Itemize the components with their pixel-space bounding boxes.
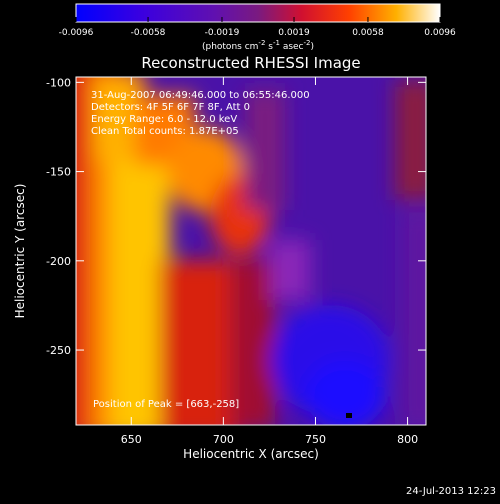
colorbar-tick-label: -0.0096: [59, 28, 94, 38]
peak-marker: [153, 362, 158, 367]
colorbar-ticks: -0.0096 -0.0058 -0.0019 0.0019 0.0058 0.0096: [59, 17, 456, 38]
footer-date: 24-Jul-2013 12:23: [406, 486, 496, 497]
x-axis-title: Heliocentric X (arcsec): [183, 447, 319, 461]
y-tick-label: -200: [46, 255, 71, 268]
y-tick-label: -150: [46, 166, 71, 179]
y-tick-label: -250: [46, 344, 71, 357]
y-tick-label: -100: [46, 76, 71, 89]
x-tick-label: 750: [305, 433, 326, 446]
x-axis-ticks: 650 700 750 800: [121, 77, 418, 446]
colorbar-tick-label: 0.0058: [352, 28, 384, 38]
annotation-clean: Clean Total counts: 1.87E+05: [91, 126, 239, 137]
annotation-peak: Position of Peak = [663,-258]: [93, 399, 239, 410]
annotation-detectors: Detectors: 4F 5F 6F 7F 8F, Att 0: [91, 102, 250, 113]
plot-frame: [75, 76, 427, 426]
colorbar-tick-label: -0.0058: [131, 28, 166, 38]
colorbar-tick-label: -0.0019: [205, 28, 240, 38]
annotation-time-range: 31-Aug-2007 06:49:46.000 to 06:55:46.000: [91, 90, 310, 101]
x-tick-label: 800: [397, 433, 418, 446]
colorbar: [75, 3, 441, 23]
x-tick-label: 650: [121, 433, 142, 446]
chart-title: Reconstructed RHESSI Image: [141, 54, 360, 72]
y-axis-title: Heliocentric Y (arcsec): [13, 184, 27, 319]
colorbar-tick-label: 0.0096: [424, 28, 456, 38]
colorbar-unit-label: (photons cm-2 s-1 asec-2): [202, 39, 314, 52]
colorbar-tick-label: 0.0019: [278, 28, 310, 38]
annotation-energy: Energy Range: 6.0 - 12.0 keV: [91, 114, 237, 125]
image-artifact: [346, 413, 352, 418]
heatmap-image: [76, 77, 426, 425]
x-tick-label: 700: [213, 433, 234, 446]
y-axis-ticks: -100 -150 -200 -250: [46, 76, 426, 357]
